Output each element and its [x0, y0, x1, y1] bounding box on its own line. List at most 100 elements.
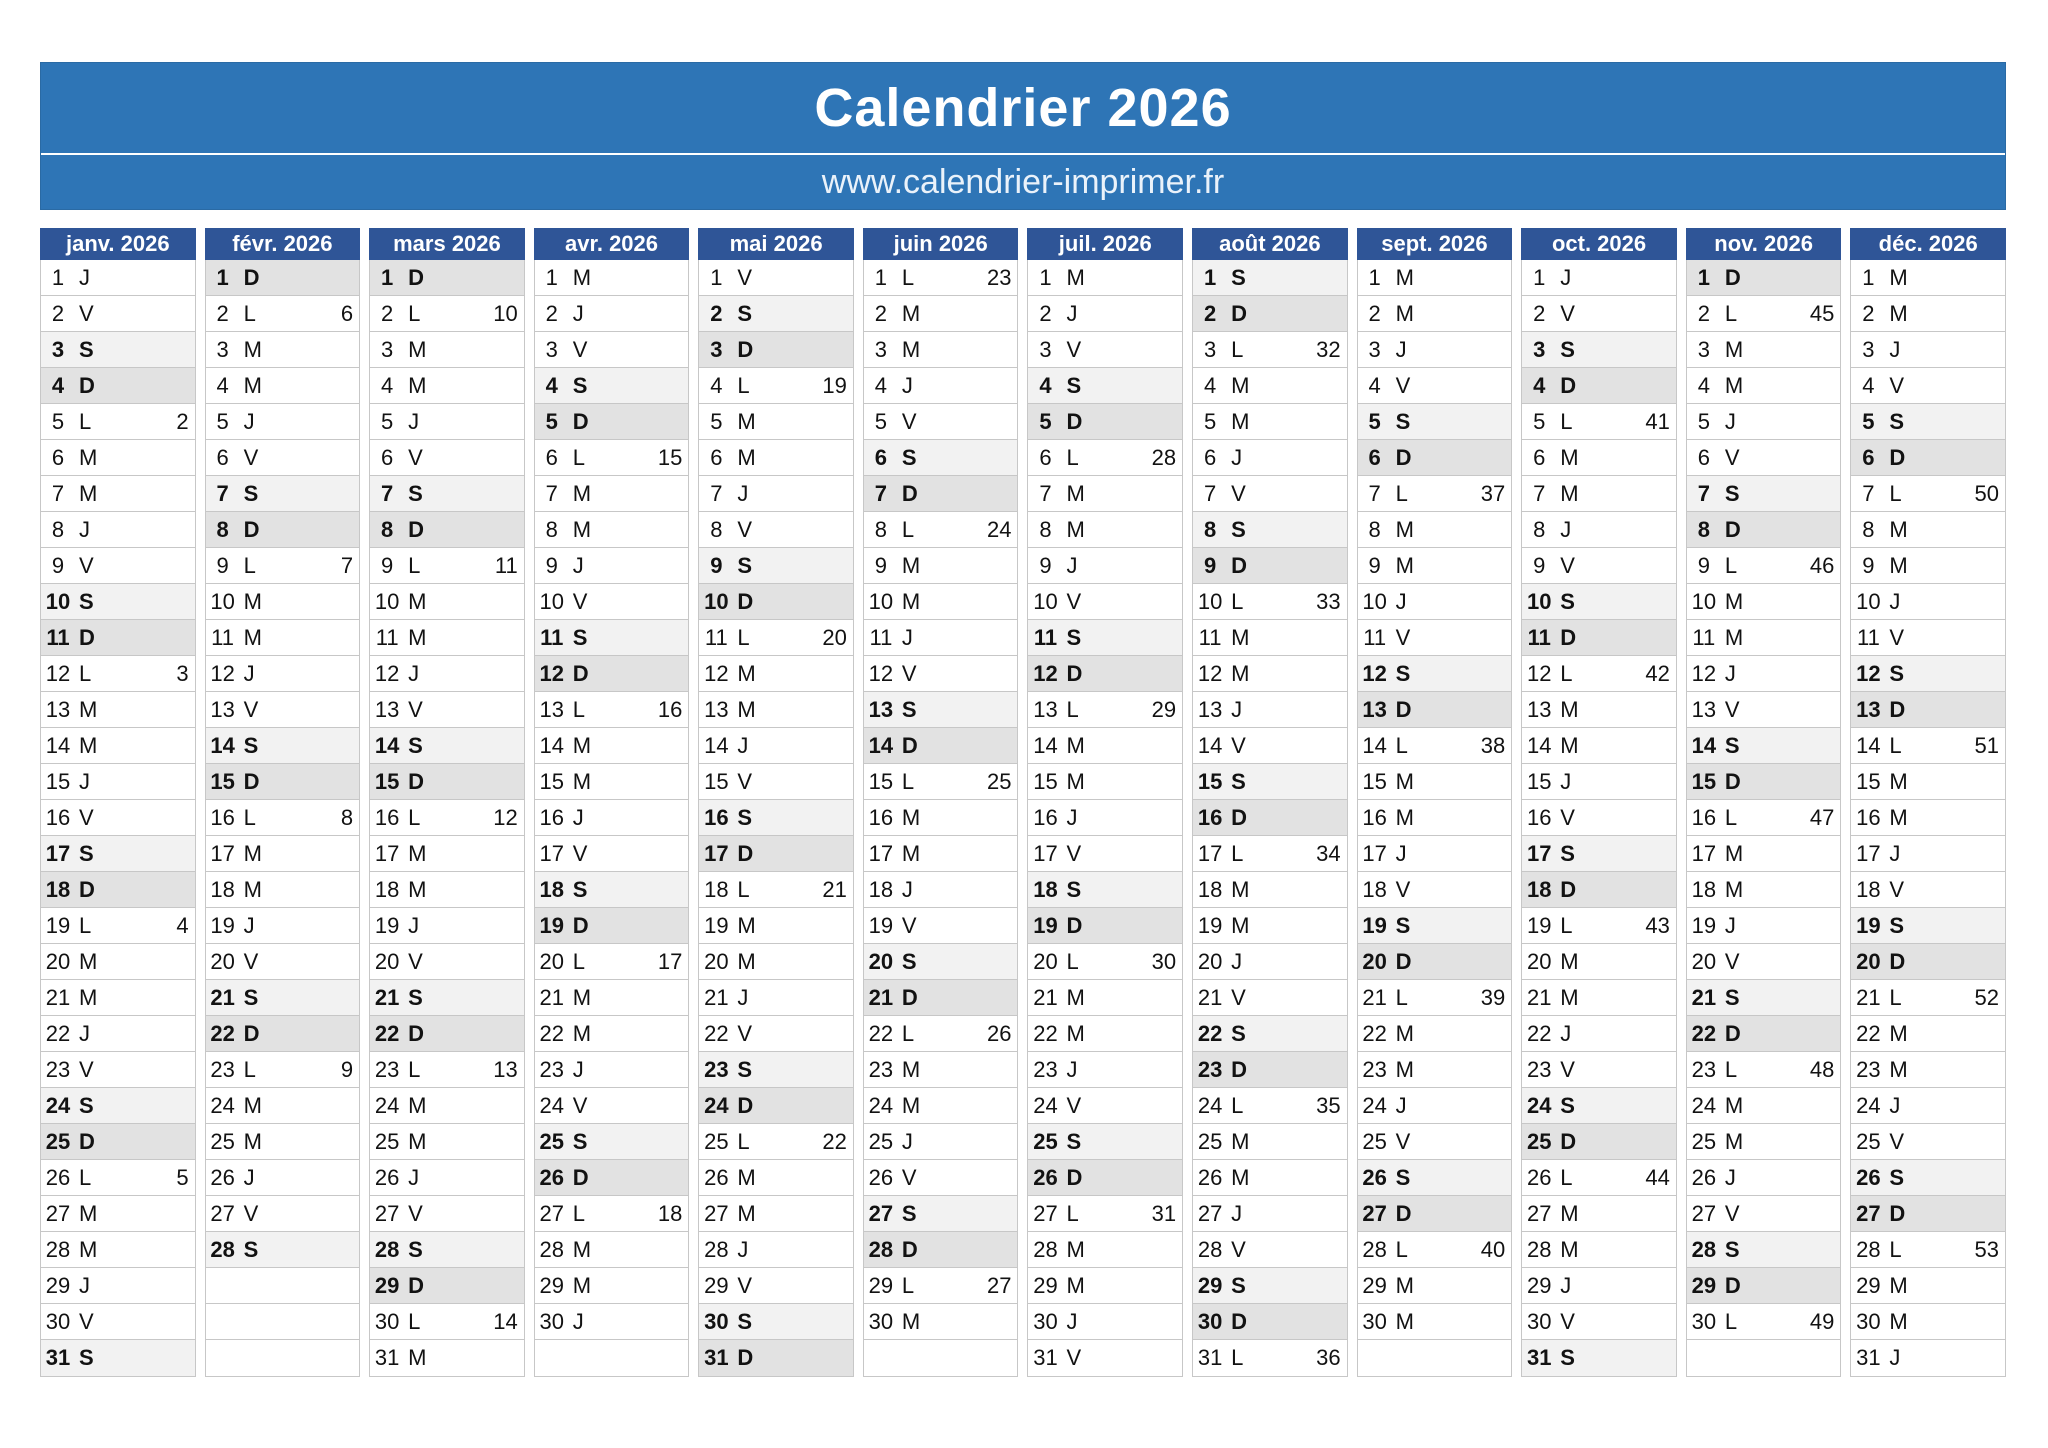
day-number: 8 [1368, 516, 1381, 542]
month-header: déc. 2026 [1850, 228, 2006, 260]
day-row: 11 S [1028, 620, 1183, 656]
day-letter: M [1560, 444, 1579, 470]
day-letter: L [1066, 948, 1079, 974]
week-number: 20 [822, 624, 847, 650]
day-row: 31 D [699, 1340, 853, 1376]
month-column: mai 2026 1 V 2 S 3 D 4 L 19 5 M 6 M 7 J … [698, 228, 854, 1377]
week-number: 43 [1645, 912, 1670, 938]
day-number: 4 [545, 372, 558, 398]
day-letter: V [79, 1308, 94, 1334]
day-row: 6 M [699, 440, 853, 476]
day-letter: M [1231, 912, 1250, 938]
day-row: 11 M [205, 620, 360, 656]
day-letter: M [243, 336, 262, 362]
day-letter: D [901, 984, 918, 1010]
day-letter: V [1066, 336, 1082, 362]
day-letter: M [1889, 1308, 1908, 1334]
day-row: 22 M [1028, 1016, 1183, 1052]
day-row: 23 V [1522, 1052, 1676, 1088]
day-row: 25 M [370, 1124, 524, 1160]
day-letter: S [1889, 660, 1905, 686]
day-number: 14 [210, 732, 235, 758]
month-days: 1 D 2 L 45 3 M 4 M 5 J 6 V 7 S 8 D 9 [1685, 260, 1842, 1377]
day-row: 21 V [1193, 980, 1347, 1016]
day-row: 13 L 16 [534, 692, 689, 728]
day-number: 10 [1856, 588, 1881, 614]
day-number: 5 [1533, 408, 1546, 434]
day-number: 15 [1691, 768, 1717, 794]
day-letter: V [1066, 1092, 1082, 1118]
day-row: 27 M [699, 1196, 853, 1232]
day-letter: L [737, 372, 750, 398]
day-letter: L [1231, 588, 1244, 614]
day-letter: S [1395, 660, 1411, 686]
day-number: 12 [704, 660, 729, 686]
day-row: 4 S [1028, 368, 1183, 404]
day-row: 29 J [41, 1268, 195, 1304]
day-letter: L [408, 804, 421, 830]
day-letter: M [408, 876, 427, 902]
day-row: 13 M [41, 692, 195, 728]
day-number: 7 [381, 480, 394, 506]
day-number: 10 [1362, 588, 1387, 614]
day-letter: V [901, 912, 917, 938]
day-letter: S [79, 588, 94, 614]
day-number: 29 [1362, 1272, 1387, 1298]
day-number: 6 [1697, 444, 1710, 470]
day-row: 25 M [1193, 1124, 1347, 1160]
day-number: 14 [1197, 732, 1223, 758]
day-number: 26 [539, 1164, 564, 1190]
day-letter: S [737, 804, 753, 830]
day-letter: L [408, 552, 421, 578]
day-letter: S [901, 696, 917, 722]
day-number: 11 [211, 624, 234, 650]
day-letter: V [901, 408, 917, 434]
day-row: 1 M [534, 260, 689, 296]
day-row: 13 D [1851, 692, 2005, 728]
day-row: 14 S [370, 728, 524, 764]
day-number: 17 [1033, 840, 1058, 866]
day-letter: D [1066, 912, 1083, 938]
day-number: 9 [381, 552, 394, 578]
day-letter: D [1560, 624, 1577, 650]
day-number: 30 [704, 1308, 729, 1334]
day-number: 12 [374, 660, 400, 686]
week-number: 12 [493, 804, 518, 830]
day-letter: M [243, 1092, 262, 1118]
day-number: 12 [1856, 660, 1881, 686]
day-number: 20 [1197, 948, 1223, 974]
day-row: 26 J [1686, 1160, 1841, 1196]
day-row: 6 D [1357, 440, 1512, 476]
day-number: 22 [704, 1020, 729, 1046]
day-number: 12 [1362, 660, 1387, 686]
day-number: 28 [1856, 1236, 1881, 1262]
day-number: 11 [540, 624, 564, 650]
day-number: 30 [1033, 1308, 1058, 1334]
day-letter: D [737, 336, 754, 362]
month-days: 1 L 23 2 M 3 M 4 J 5 V 6 S 7 D 8 L 24 9 [862, 260, 1019, 1377]
day-letter: D [737, 588, 754, 614]
day-row: 18 M [1686, 872, 1841, 908]
week-number: 16 [657, 696, 683, 722]
day-letter: D [1395, 948, 1412, 974]
day-row: 22 J [1522, 1016, 1676, 1052]
day-letter: M [1066, 732, 1085, 758]
day-number: 9 [1533, 552, 1546, 578]
day-row: 6 J [1193, 440, 1347, 476]
day-letter: S [1231, 264, 1246, 290]
day-letter: M [1395, 768, 1414, 794]
day-number: 17 [1856, 840, 1881, 866]
day-number: 17 [868, 840, 894, 866]
month-header: août 2026 [1192, 228, 1348, 260]
day-number: 8 [216, 516, 229, 542]
day-letter: M [737, 444, 756, 470]
day-letter: S [1231, 1272, 1246, 1298]
week-number: 40 [1480, 1236, 1506, 1262]
day-letter: M [1395, 1020, 1414, 1046]
day-letter: D [901, 732, 918, 758]
day-row: 29 M [1028, 1268, 1183, 1304]
day-row: 30 M [1357, 1304, 1512, 1340]
day-letter: V [79, 552, 94, 578]
day-letter: J [408, 408, 420, 434]
day-row: 12 S [1851, 656, 2005, 692]
